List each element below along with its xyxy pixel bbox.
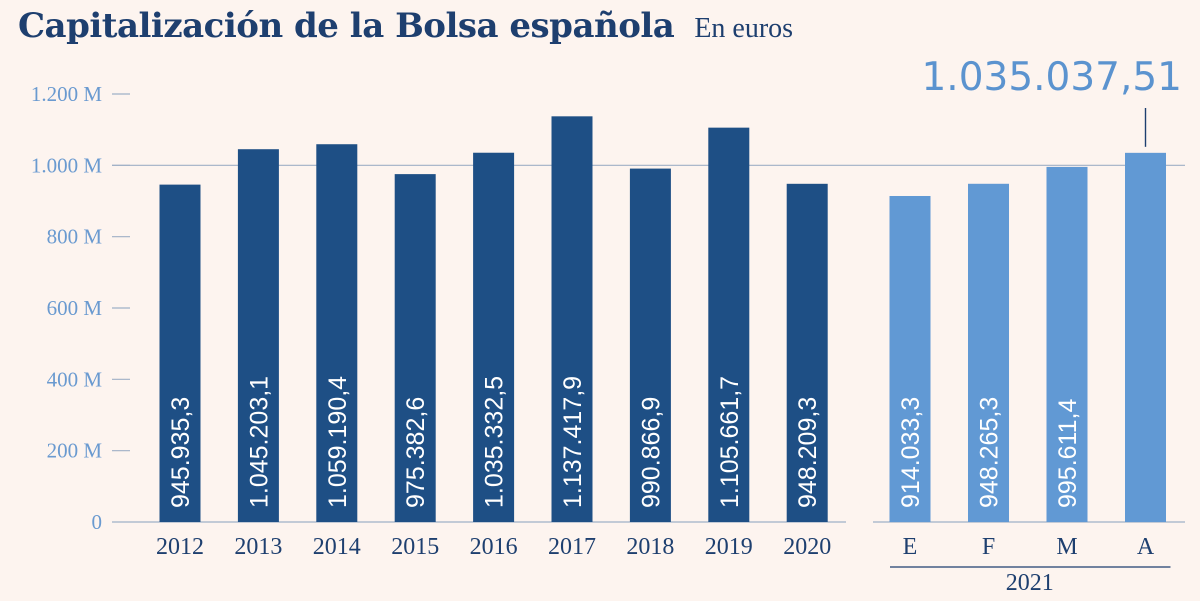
bar-2020 bbox=[786, 183, 828, 522]
x-tick-label: 2019 bbox=[705, 534, 753, 560]
bar-value-label: 1.105.661,7 bbox=[716, 376, 744, 508]
bar-2018 bbox=[629, 168, 671, 522]
group-label: 2021 bbox=[1006, 570, 1054, 596]
x-tick-label: 2014 bbox=[313, 534, 361, 560]
bar-value-label: 995.611,4 bbox=[1054, 399, 1082, 508]
bar-value-label: 1.045.203,1 bbox=[245, 376, 273, 508]
x-tick-label: F bbox=[982, 534, 995, 560]
x-tick-label: 2013 bbox=[234, 534, 282, 560]
x-tick-label: 2018 bbox=[626, 534, 674, 560]
bar-2017 bbox=[551, 116, 593, 522]
bar-2015 bbox=[394, 174, 436, 523]
bar-2012 bbox=[159, 184, 201, 523]
bar-value-label: 948.265,3 bbox=[976, 397, 1004, 508]
bar-F bbox=[968, 183, 1009, 522]
x-tick-label: 2015 bbox=[391, 534, 439, 560]
bar-2013 bbox=[237, 149, 279, 523]
highlight-value-label: 1.035.037,51 bbox=[921, 55, 1182, 100]
bar-value-label: 948.209,3 bbox=[794, 397, 822, 508]
chart-subtitle: En euros bbox=[694, 13, 794, 44]
x-tick-label: A bbox=[1137, 534, 1155, 560]
x-tick-label: 2020 bbox=[783, 534, 831, 560]
chart-title: Capitalización de la Bolsa española bbox=[18, 6, 675, 46]
y-tick-label: 1.000 M bbox=[31, 153, 103, 177]
x-tick-label: 2012 bbox=[156, 534, 204, 560]
y-tick-label: 1.200 M bbox=[31, 82, 103, 106]
bar-A bbox=[1125, 152, 1166, 523]
x-tick-label: M bbox=[1056, 534, 1077, 560]
bar-value-label: 990.866,9 bbox=[637, 397, 665, 508]
bar-2016 bbox=[473, 152, 515, 522]
x-tick-label: 2016 bbox=[470, 534, 518, 560]
y-tick-label: 800 M bbox=[47, 225, 103, 249]
bar-value-label: 1.137.417,9 bbox=[559, 376, 587, 508]
x-tick-label: E bbox=[903, 534, 918, 560]
bar-value-label: 945.935,3 bbox=[167, 397, 195, 508]
bar-2019 bbox=[708, 127, 750, 522]
bar-value-label: 1.035.332,5 bbox=[481, 376, 509, 508]
y-tick-label: 200 M bbox=[47, 439, 103, 463]
bar-value-label: 1.059.190,4 bbox=[324, 376, 352, 508]
y-tick-label: 600 M bbox=[47, 296, 103, 320]
bar-M bbox=[1046, 166, 1088, 522]
chart-header: Capitalización de la Bolsa española En e… bbox=[18, 6, 793, 46]
bar-value-label: 914.033,3 bbox=[897, 397, 925, 508]
x-tick-label: 2017 bbox=[548, 534, 596, 560]
y-tick-label: 0 bbox=[92, 510, 103, 534]
bar-E bbox=[889, 195, 931, 522]
bar-2014 bbox=[316, 144, 358, 522]
y-tick-label: 400 M bbox=[47, 367, 103, 391]
bar-value-label: 975.382,6 bbox=[402, 397, 430, 508]
